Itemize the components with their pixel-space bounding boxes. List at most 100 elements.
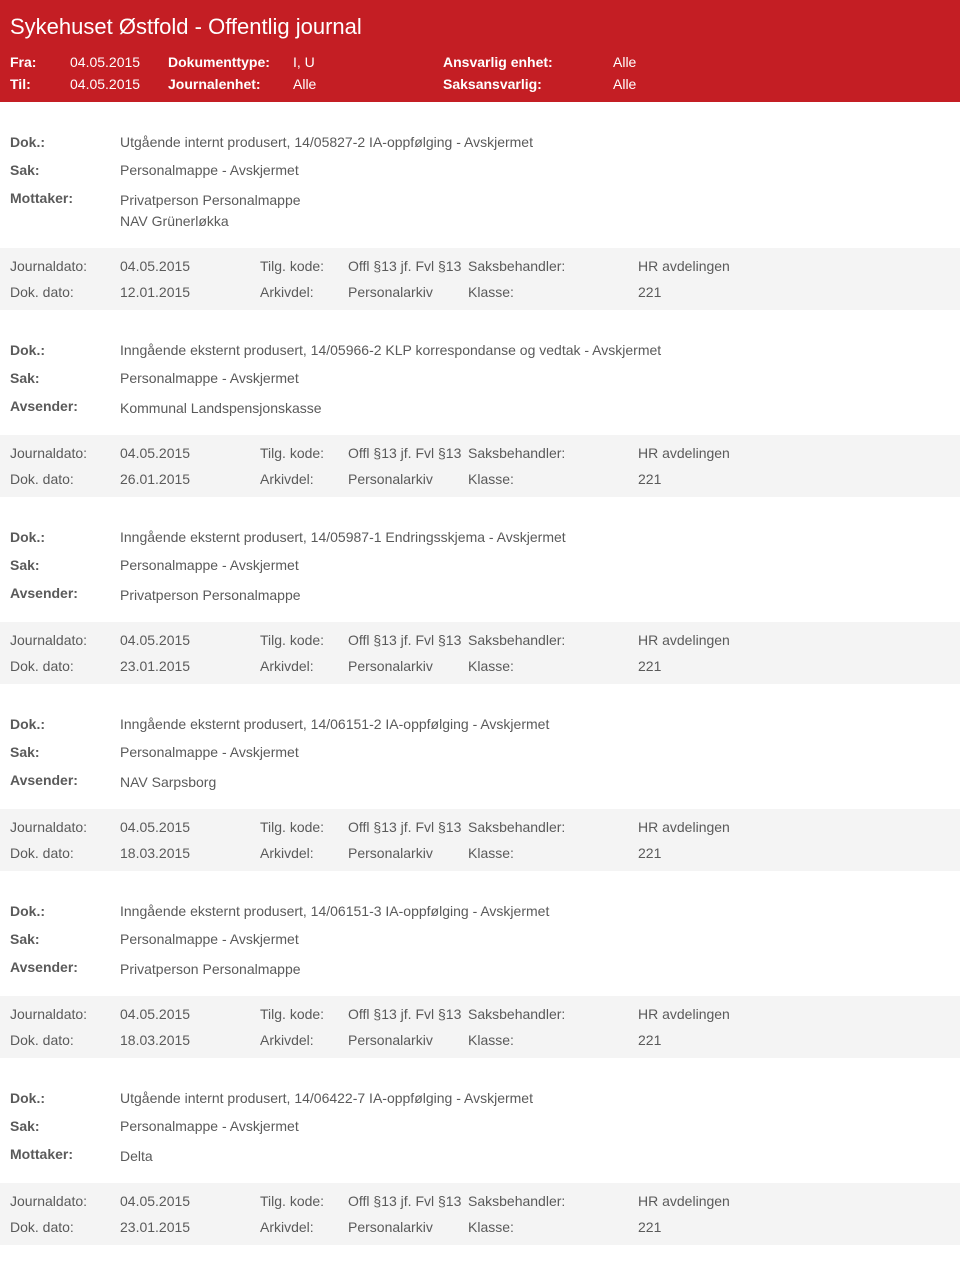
entry-meta: Journaldato: 04.05.2015 Tilg. kode: Offl… bbox=[0, 996, 960, 1058]
arkivdel-label: Arkivdel: bbox=[260, 1032, 348, 1048]
entry-head: Dok.: Inngående eksternt produsert, 14/0… bbox=[0, 708, 960, 809]
party-value: Privatperson Personalmappe bbox=[120, 585, 950, 606]
journaldato-value: 04.05.2015 bbox=[120, 632, 260, 648]
party-row: Mottaker: Delta bbox=[10, 1140, 950, 1173]
dok-row: Dok.: Inngående eksternt produsert, 14/0… bbox=[10, 710, 950, 738]
dokdato-label: Dok. dato: bbox=[10, 284, 120, 300]
entry-meta: Journaldato: 04.05.2015 Tilg. kode: Offl… bbox=[0, 248, 960, 310]
entry-meta: Journaldato: 04.05.2015 Tilg. kode: Offl… bbox=[0, 1183, 960, 1245]
klasse-label: Klasse: bbox=[468, 845, 638, 861]
meta-row-1: Journaldato: 04.05.2015 Tilg. kode: Offl… bbox=[10, 1006, 950, 1022]
party-row: Avsender: Privatperson Personalmappe bbox=[10, 953, 950, 986]
meta-row-1: Journaldato: 04.05.2015 Tilg. kode: Offl… bbox=[10, 632, 950, 648]
dokdato-value: 18.03.2015 bbox=[120, 1032, 260, 1048]
dokdato-label: Dok. dato: bbox=[10, 1219, 120, 1235]
journal-entry: Dok.: Utgående internt produsert, 14/058… bbox=[0, 126, 960, 310]
journaldato-label: Journaldato: bbox=[10, 1193, 120, 1209]
party-value: Privatperson Personalmappe bbox=[120, 959, 950, 980]
klasse-value: 221 bbox=[638, 284, 758, 300]
klasse-value: 221 bbox=[638, 471, 758, 487]
klasse-label: Klasse: bbox=[468, 1219, 638, 1235]
party-label: Avsender: bbox=[10, 959, 120, 975]
meta-row-2: Dok. dato: 23.01.2015 Arkivdel: Personal… bbox=[10, 1219, 950, 1235]
journaldato-value: 04.05.2015 bbox=[120, 258, 260, 274]
klasse-value: 221 bbox=[638, 1032, 758, 1048]
dok-label: Dok.: bbox=[10, 716, 120, 732]
party-label: Mottaker: bbox=[10, 190, 120, 206]
arkivdel-label: Arkivdel: bbox=[260, 845, 348, 861]
klasse-label: Klasse: bbox=[468, 658, 638, 674]
journal-entry: Dok.: Utgående internt produsert, 14/064… bbox=[0, 1082, 960, 1245]
party-label: Avsender: bbox=[10, 398, 120, 414]
klasse-value: 221 bbox=[638, 1219, 758, 1235]
page-header: Sykehuset Østfold - Offentlig journal Fr… bbox=[0, 0, 960, 102]
journaldato-value: 04.05.2015 bbox=[120, 1193, 260, 1209]
journaldato-label: Journaldato: bbox=[10, 632, 120, 648]
journal-entry: Dok.: Inngående eksternt produsert, 14/0… bbox=[0, 708, 960, 871]
dok-row: Dok.: Utgående internt produsert, 14/058… bbox=[10, 128, 950, 156]
dokdato-label: Dok. dato: bbox=[10, 471, 120, 487]
party-value: Kommunal Landspensjonskasse bbox=[120, 398, 950, 419]
dokdato-label: Dok. dato: bbox=[10, 658, 120, 674]
saksbehandler-value: HR avdelingen bbox=[638, 1193, 758, 1209]
dok-value: Utgående internt produsert, 14/06422-7 I… bbox=[120, 1090, 950, 1106]
meta-row-1: Journaldato: 04.05.2015 Tilg. kode: Offl… bbox=[10, 819, 950, 835]
til-value: 04.05.2015 bbox=[70, 76, 168, 92]
meta-row-2: Dok. dato: 18.03.2015 Arkivdel: Personal… bbox=[10, 1032, 950, 1048]
dok-row: Dok.: Utgående internt produsert, 14/064… bbox=[10, 1084, 950, 1112]
entry-head: Dok.: Inngående eksternt produsert, 14/0… bbox=[0, 521, 960, 622]
saksbehandler-label: Saksbehandler: bbox=[468, 632, 638, 648]
saksbehandler-label: Saksbehandler: bbox=[468, 445, 638, 461]
saksbehandler-label: Saksbehandler: bbox=[468, 819, 638, 835]
entry-meta: Journaldato: 04.05.2015 Tilg. kode: Offl… bbox=[0, 809, 960, 871]
entries-container: Dok.: Utgående internt produsert, 14/058… bbox=[0, 126, 960, 1245]
sak-label: Sak: bbox=[10, 1118, 120, 1134]
journaldato-value: 04.05.2015 bbox=[120, 445, 260, 461]
dokumenttype-label: Dokumenttype: bbox=[168, 54, 293, 70]
journal-entry: Dok.: Inngående eksternt produsert, 14/0… bbox=[0, 334, 960, 497]
meta-row-2: Dok. dato: 23.01.2015 Arkivdel: Personal… bbox=[10, 658, 950, 674]
dok-value: Inngående eksternt produsert, 14/06151-2… bbox=[120, 716, 950, 732]
party-row: Avsender: Kommunal Landspensjonskasse bbox=[10, 392, 950, 425]
saksbehandler-value: HR avdelingen bbox=[638, 632, 758, 648]
party-line-1: Delta bbox=[120, 1146, 950, 1167]
dok-value: Inngående eksternt produsert, 14/06151-3… bbox=[120, 903, 950, 919]
arkivdel-value: Personalarkiv bbox=[348, 1219, 468, 1235]
party-line-2: NAV Grünerløkka bbox=[120, 211, 950, 232]
dok-label: Dok.: bbox=[10, 134, 120, 150]
saksbehandler-value: HR avdelingen bbox=[638, 819, 758, 835]
arkivdel-label: Arkivdel: bbox=[260, 1219, 348, 1235]
saksbehandler-label: Saksbehandler: bbox=[468, 258, 638, 274]
tilgkode-value: Offl §13 jf. Fvl §13 bbox=[348, 819, 468, 835]
sak-value: Personalmappe - Avskjermet bbox=[120, 370, 950, 386]
dok-row: Dok.: Inngående eksternt produsert, 14/0… bbox=[10, 897, 950, 925]
dok-row: Dok.: Inngående eksternt produsert, 14/0… bbox=[10, 336, 950, 364]
journaldato-value: 04.05.2015 bbox=[120, 819, 260, 835]
journal-entry: Dok.: Inngående eksternt produsert, 14/0… bbox=[0, 521, 960, 684]
sak-label: Sak: bbox=[10, 162, 120, 178]
journaldato-value: 04.05.2015 bbox=[120, 1006, 260, 1022]
journal-entry: Dok.: Inngående eksternt produsert, 14/0… bbox=[0, 895, 960, 1058]
filter-row-2: Til: 04.05.2015 Journalenhet: Alle Saksa… bbox=[10, 76, 950, 92]
saksansvarlig-value: Alle bbox=[613, 76, 733, 92]
arkivdel-value: Personalarkiv bbox=[348, 284, 468, 300]
arkivdel-label: Arkivdel: bbox=[260, 471, 348, 487]
party-line-1: Privatperson Personalmappe bbox=[120, 190, 950, 211]
filter-bar: Fra: 04.05.2015 Dokumenttype: I, U Ansva… bbox=[10, 54, 950, 92]
party-row: Avsender: Privatperson Personalmappe bbox=[10, 579, 950, 612]
dokdato-value: 26.01.2015 bbox=[120, 471, 260, 487]
dok-label: Dok.: bbox=[10, 342, 120, 358]
saksansvarlig-label: Saksansvarlig: bbox=[443, 76, 613, 92]
ansvarlig-enhet-value: Alle bbox=[613, 54, 733, 70]
dokdato-label: Dok. dato: bbox=[10, 845, 120, 861]
saksbehandler-value: HR avdelingen bbox=[638, 1006, 758, 1022]
party-row: Mottaker: Privatperson PersonalmappeNAV … bbox=[10, 184, 950, 238]
meta-row-1: Journaldato: 04.05.2015 Tilg. kode: Offl… bbox=[10, 445, 950, 461]
fra-value: 04.05.2015 bbox=[70, 54, 168, 70]
meta-row-2: Dok. dato: 18.03.2015 Arkivdel: Personal… bbox=[10, 845, 950, 861]
sak-value: Personalmappe - Avskjermet bbox=[120, 931, 950, 947]
saksbehandler-label: Saksbehandler: bbox=[468, 1006, 638, 1022]
tilgkode-label: Tilg. kode: bbox=[260, 445, 348, 461]
journalenhet-label: Journalenhet: bbox=[168, 76, 293, 92]
party-label: Avsender: bbox=[10, 772, 120, 788]
